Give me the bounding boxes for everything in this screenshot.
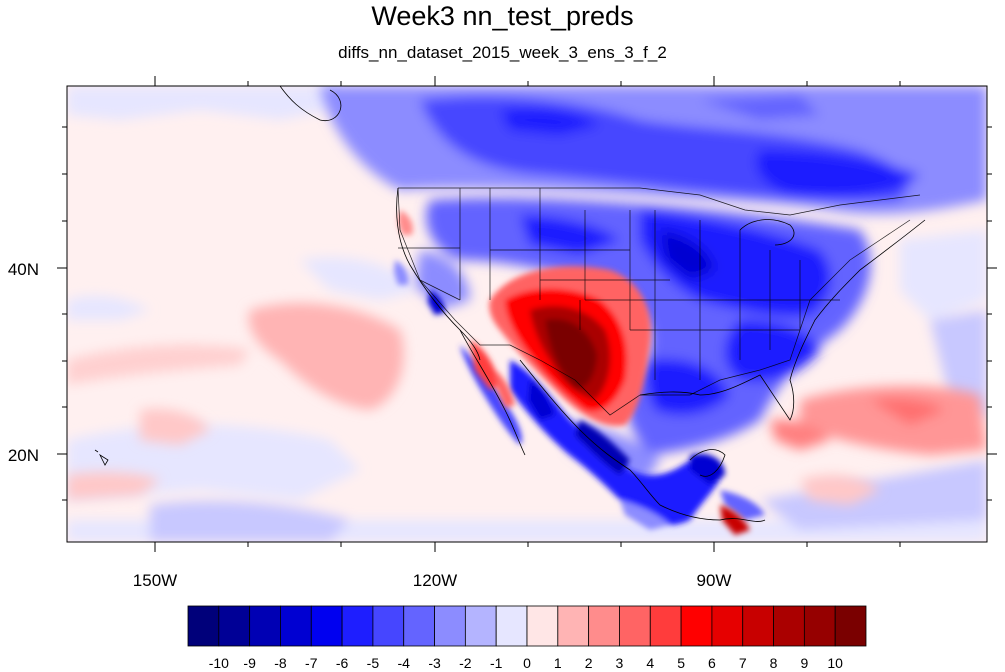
colorbar-box	[588, 605, 620, 647]
lon-label-90w: 90W	[697, 571, 732, 590]
colorbar-tick-label: -8	[274, 655, 287, 671]
colorbar-tick-label: -9	[243, 655, 256, 671]
colorbar: -10 -9 -8 -7 -6 -5 -4 -3 -2 -1 0 1 2 3 4 5 6 7 8 9 10	[187, 605, 867, 671]
colorbar-box	[803, 605, 836, 647]
colorbar-tick-label: 6	[708, 655, 716, 671]
colorbar-box	[834, 605, 867, 647]
colorbar-box	[742, 605, 774, 647]
political-borders	[397, 187, 921, 416]
colorbar-box	[280, 605, 312, 647]
colorbar-tick-label: -3	[428, 655, 441, 671]
coastline	[94, 86, 926, 522]
colorbar-tick-label: 9	[800, 655, 808, 671]
colorbar-box	[341, 605, 374, 647]
lon-label-120w: 120W	[413, 571, 457, 590]
colorbar-tick-label: 3	[616, 655, 624, 671]
colorbar-tick-label: 0	[523, 655, 531, 671]
map-subtitle: diffs_nn_dataset_2015_week_3_ens_3_f_2	[338, 43, 667, 62]
colorbar-box	[218, 605, 251, 647]
colorbar-tick-label: -5	[367, 655, 380, 671]
colorbar-tick-label: -2	[459, 655, 472, 671]
colorbar-box	[403, 605, 435, 647]
map-title: Week3 nn_test_preds	[371, 1, 634, 31]
colorbar-tick-label: -7	[305, 655, 318, 671]
colorbar-tick-label: 2	[585, 655, 593, 671]
colorbar-tick-label: 4	[646, 655, 654, 671]
colorbar-box	[680, 605, 713, 647]
colorbar-box	[773, 605, 805, 647]
colorbar-tick-label: 1	[554, 655, 562, 671]
lat-label-20n: 20N	[8, 446, 39, 465]
lat-label-40n: 40N	[8, 260, 39, 279]
colorbar-box	[711, 605, 744, 647]
lon-label-150w: 150W	[133, 571, 177, 590]
colorbar-tick-label: 5	[677, 655, 685, 671]
colorbar-box	[649, 605, 682, 647]
colorbar-box	[187, 605, 220, 647]
colorbar-box	[557, 605, 590, 647]
colorbar-box	[434, 605, 466, 647]
colorbar-tick-label: 8	[770, 655, 778, 671]
axis-ticks	[57, 76, 997, 552]
colorbar-box	[619, 605, 651, 647]
colorbar-box	[249, 605, 281, 647]
colorbar-box	[495, 605, 528, 647]
colorbar-box	[526, 605, 559, 647]
colorbar-box	[372, 605, 405, 647]
colorbar-box	[310, 605, 343, 647]
colorbar-tick-label: -1	[490, 655, 503, 671]
colorbar-tick-label: 7	[739, 655, 747, 671]
colorbar-tick-label: -6	[336, 655, 349, 671]
colorbar-tick-label: 10	[827, 655, 843, 671]
colorbar-box	[464, 605, 497, 647]
colorbar-tick-label: -10	[209, 655, 229, 671]
anomaly-field	[67, 86, 987, 542]
colorbar-tick-label: -4	[398, 655, 411, 671]
